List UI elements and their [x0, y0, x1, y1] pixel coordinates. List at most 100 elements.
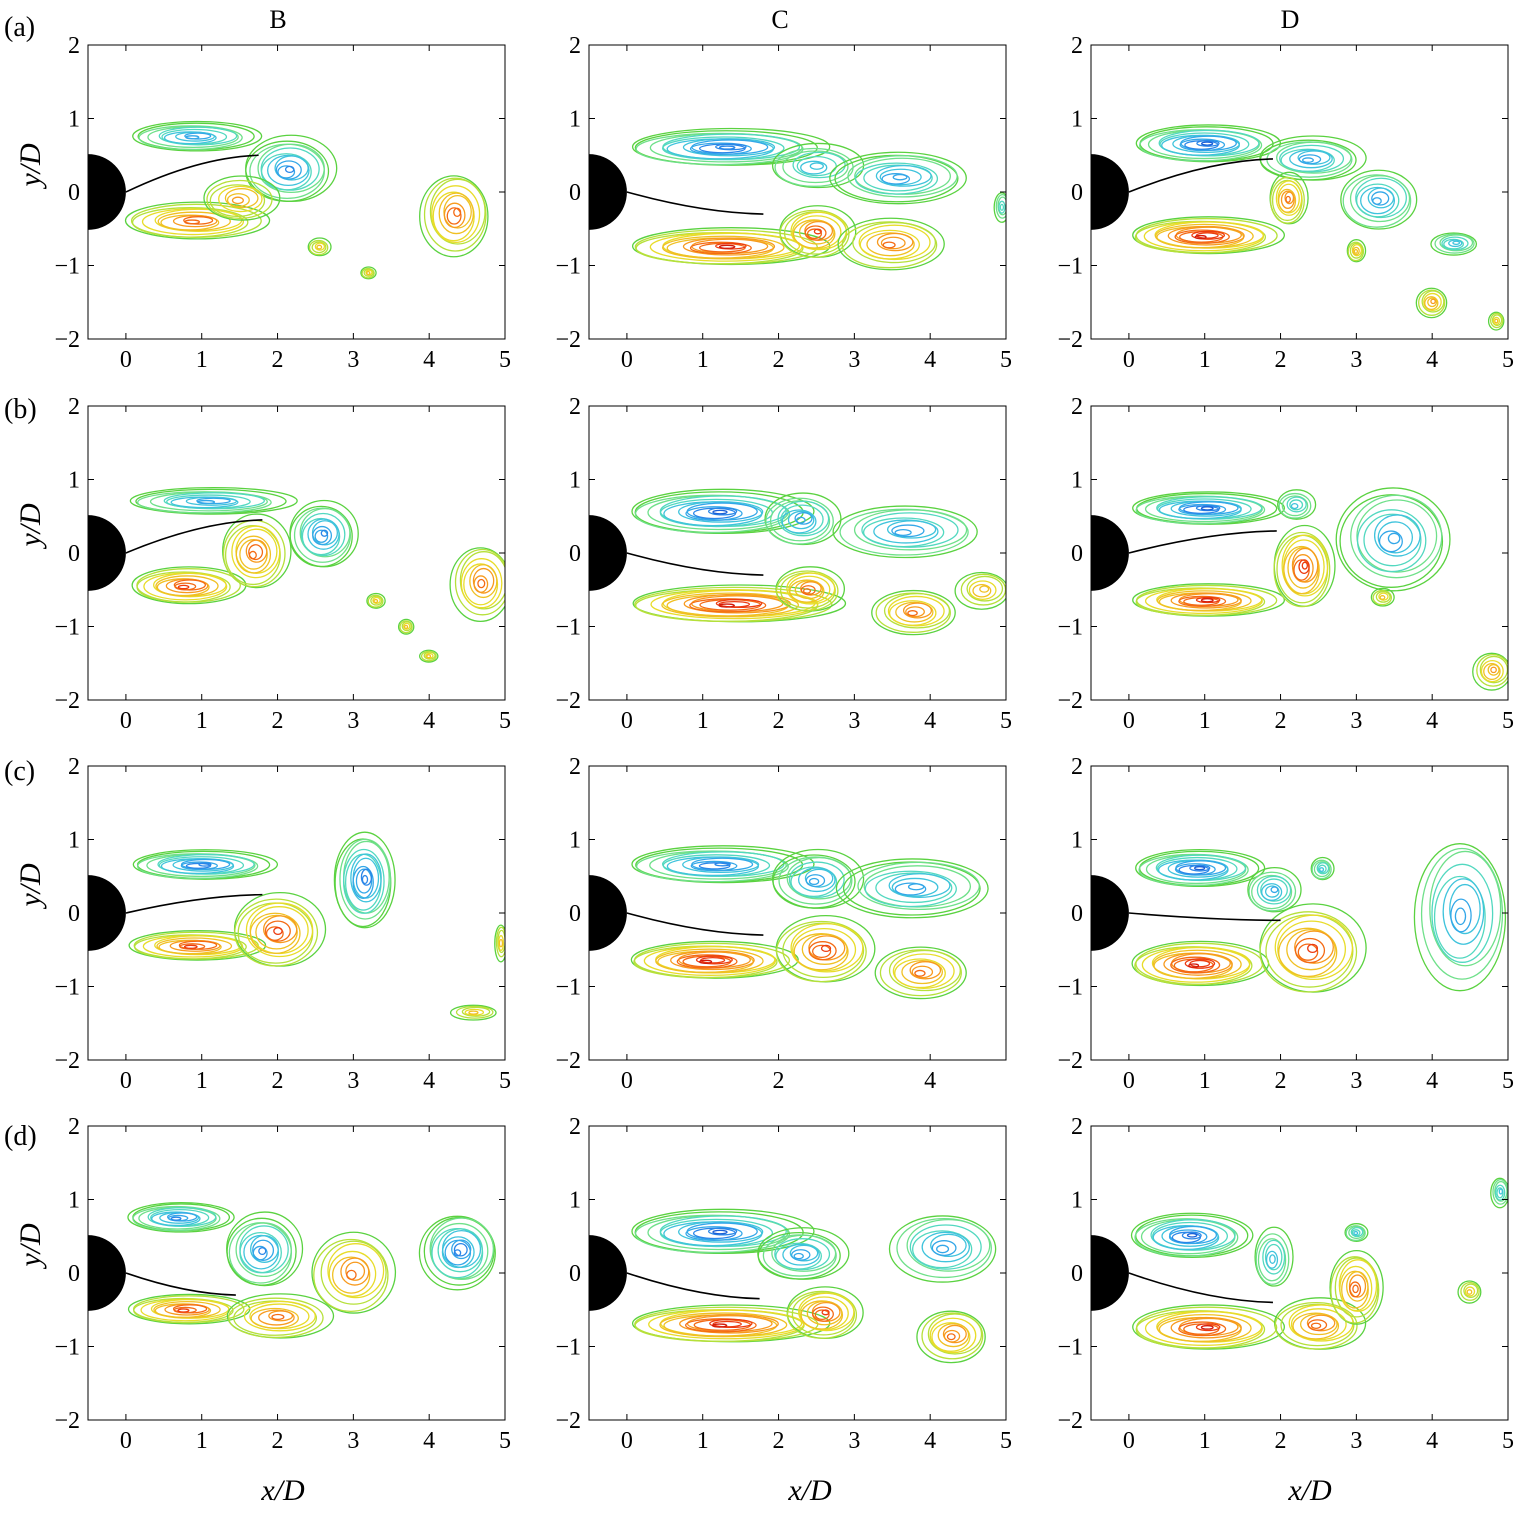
- y-tick-label: −2: [54, 688, 80, 714]
- y-tick-label: 1: [569, 828, 581, 854]
- contour-line: [206, 179, 273, 219]
- vortex-negative: [1430, 232, 1478, 256]
- contour-line: [891, 524, 925, 538]
- contour-line: [879, 168, 922, 186]
- contour-line: [1191, 230, 1226, 240]
- contour-line: [662, 854, 771, 877]
- x-tick-label: 3: [848, 1428, 860, 1454]
- contour-line: [786, 572, 836, 605]
- contour-field: [1091, 1177, 1508, 1350]
- contour-line: [1441, 236, 1469, 251]
- contour-line: [252, 1245, 268, 1261]
- contour-line: [255, 914, 298, 950]
- contour-line: [1290, 502, 1299, 510]
- y-tick-label: −1: [555, 1335, 581, 1361]
- contour-line: [234, 898, 319, 967]
- contour-line: [1254, 1226, 1294, 1287]
- contour-line: [265, 926, 284, 941]
- contour-line: [1356, 499, 1438, 573]
- contour-line: [999, 203, 1005, 211]
- x-tick-label: 1: [196, 1068, 208, 1094]
- contour-line: [1170, 500, 1242, 517]
- vortex-positive: [494, 924, 505, 963]
- contour-line: [218, 185, 263, 213]
- contour-line: [813, 228, 822, 235]
- vortex-positive: [1132, 583, 1286, 617]
- vortex-negative: [1247, 866, 1302, 913]
- contour-line: [235, 1222, 292, 1278]
- contour-line: [689, 241, 752, 255]
- contour-line: [355, 868, 373, 894]
- contour-line: [307, 518, 340, 550]
- contour-line: [891, 877, 939, 897]
- contour-line: [1195, 596, 1221, 604]
- x-tick-label: 4: [1426, 1068, 1438, 1094]
- y-tick-label: 1: [569, 468, 581, 494]
- y-tick-label: 0: [569, 541, 581, 567]
- contour-line: [914, 969, 926, 977]
- contour-line: [888, 1215, 997, 1283]
- contour-line: [1311, 859, 1332, 880]
- vortex-negative: [289, 499, 359, 568]
- contour-line: [691, 595, 784, 613]
- axes-frame: [588, 44, 1007, 340]
- contour-line: [224, 524, 281, 586]
- contour-line: [859, 229, 920, 260]
- contour-line: [361, 874, 369, 885]
- contour-line: [1189, 864, 1211, 872]
- y-axis-label-row-d: y/D: [14, 1223, 47, 1270]
- contour-line: [1352, 246, 1360, 256]
- x-tick-label: 0: [120, 708, 132, 734]
- vortex-positive: [1132, 1304, 1286, 1350]
- contour-line: [1264, 1243, 1283, 1271]
- contour-line: [423, 1217, 495, 1286]
- contour-line: [1298, 559, 1310, 575]
- x-tick-label: 1: [1199, 1428, 1211, 1454]
- contour-line: [1261, 883, 1283, 901]
- contour-line: [473, 575, 489, 593]
- x-tick-label: 0: [120, 1428, 132, 1454]
- contour-line: [847, 155, 958, 198]
- contour-line: [791, 1249, 811, 1261]
- contour-line: [937, 1323, 970, 1348]
- contour-line: [802, 588, 812, 594]
- y-tick-label: −1: [1057, 615, 1083, 641]
- contour-line: [1161, 1225, 1219, 1247]
- contour-line: [1280, 148, 1335, 172]
- contour-line: [1307, 943, 1319, 954]
- contour-line: [131, 207, 249, 238]
- contour-line: [907, 610, 918, 617]
- vortex-negative: [1277, 489, 1317, 520]
- contour-line: [1289, 149, 1333, 169]
- contour-line: [892, 953, 955, 989]
- contour-line: [1274, 914, 1354, 980]
- vortex-positive: [203, 175, 281, 221]
- contour-line: [494, 924, 505, 963]
- contour-line: [497, 929, 505, 954]
- vortex-negative: [1132, 491, 1286, 525]
- contour-line: [431, 185, 481, 244]
- vortex-positive: [1487, 311, 1505, 331]
- contour-line: [972, 583, 992, 598]
- x-tick-label: 0: [1123, 1428, 1135, 1454]
- contour-line: [1353, 248, 1359, 254]
- contour-line: [1316, 862, 1330, 875]
- contour-line: [300, 512, 346, 557]
- x-tick-label: 4: [1426, 347, 1438, 373]
- contour-line: [1346, 239, 1367, 263]
- contour-line: [659, 1218, 774, 1248]
- vortex-positive: [1273, 1297, 1367, 1350]
- contour-line: [788, 575, 831, 604]
- contour-line: [909, 1224, 982, 1270]
- contour-line: [775, 920, 867, 983]
- contour-line: [184, 132, 212, 140]
- contour-line: [1283, 545, 1320, 595]
- contour-line: [792, 219, 836, 249]
- x-axis-label-b: x/D: [260, 1474, 305, 1507]
- contour-line: [250, 1307, 299, 1329]
- contour-line: [277, 165, 296, 179]
- contour-line: [1418, 289, 1446, 316]
- contour-line: [1307, 1319, 1328, 1331]
- contour-line: [839, 508, 969, 556]
- vortex-positive: [222, 513, 292, 589]
